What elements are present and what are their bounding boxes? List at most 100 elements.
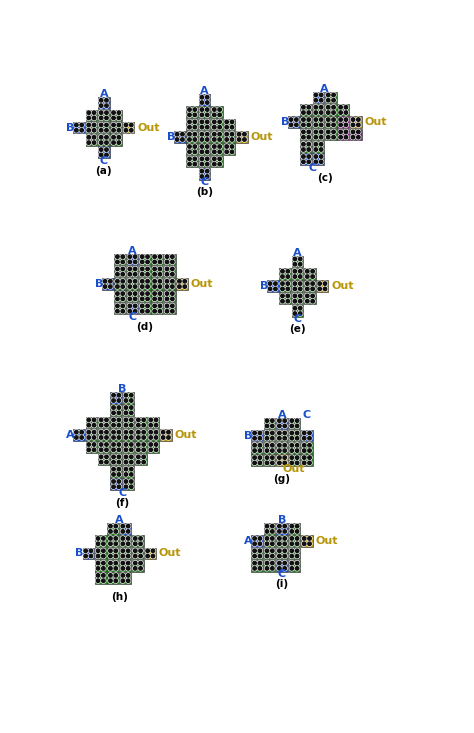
Circle shape (280, 274, 285, 279)
Circle shape (124, 406, 128, 409)
Circle shape (338, 122, 343, 128)
Circle shape (193, 108, 197, 111)
Circle shape (126, 553, 130, 559)
Circle shape (301, 148, 305, 151)
Circle shape (96, 549, 100, 553)
Circle shape (155, 436, 158, 439)
Bar (98, 454, 109, 465)
Circle shape (314, 93, 318, 97)
Circle shape (87, 123, 91, 127)
Circle shape (117, 460, 121, 465)
Circle shape (314, 106, 318, 109)
Bar (147, 429, 159, 441)
Circle shape (253, 537, 256, 540)
Circle shape (264, 443, 269, 448)
Circle shape (237, 138, 241, 141)
Bar (279, 268, 291, 280)
Circle shape (124, 399, 128, 402)
Circle shape (170, 279, 175, 284)
Circle shape (327, 130, 330, 133)
Circle shape (111, 485, 116, 489)
Bar (292, 305, 303, 317)
Circle shape (283, 419, 286, 422)
Circle shape (105, 141, 108, 144)
Circle shape (124, 472, 128, 476)
Circle shape (306, 160, 311, 164)
Circle shape (133, 254, 137, 259)
Circle shape (101, 566, 106, 571)
Circle shape (283, 431, 286, 435)
Circle shape (133, 536, 137, 541)
Circle shape (80, 123, 83, 127)
Circle shape (114, 574, 118, 577)
Bar (199, 119, 210, 130)
Circle shape (230, 119, 234, 124)
Circle shape (193, 125, 197, 129)
Circle shape (133, 292, 137, 295)
Circle shape (192, 162, 197, 166)
Circle shape (124, 479, 128, 483)
Circle shape (295, 456, 299, 460)
Circle shape (339, 111, 342, 114)
Circle shape (258, 443, 262, 447)
Circle shape (200, 133, 204, 136)
Circle shape (140, 285, 144, 288)
Circle shape (200, 145, 204, 148)
Bar (224, 131, 235, 143)
Circle shape (253, 456, 256, 460)
Circle shape (128, 254, 132, 259)
Circle shape (140, 255, 144, 258)
Bar (236, 131, 247, 143)
Circle shape (331, 92, 336, 97)
Circle shape (218, 150, 221, 154)
Circle shape (92, 435, 96, 440)
Circle shape (114, 549, 118, 553)
Circle shape (158, 304, 162, 308)
Circle shape (344, 105, 348, 110)
Circle shape (344, 123, 348, 127)
Circle shape (306, 147, 311, 152)
Circle shape (124, 122, 128, 128)
Circle shape (313, 130, 318, 134)
Circle shape (139, 567, 142, 570)
Circle shape (111, 135, 116, 139)
Circle shape (257, 460, 262, 465)
Circle shape (319, 130, 324, 134)
Circle shape (314, 123, 318, 127)
Circle shape (117, 424, 120, 427)
Bar (164, 254, 175, 265)
Circle shape (200, 150, 204, 154)
Circle shape (327, 98, 330, 102)
Circle shape (326, 130, 330, 134)
Circle shape (121, 574, 125, 577)
Circle shape (155, 424, 158, 427)
Circle shape (283, 537, 286, 540)
Bar (279, 292, 291, 304)
Circle shape (307, 155, 310, 158)
Circle shape (146, 553, 150, 559)
Circle shape (298, 269, 302, 273)
Circle shape (277, 536, 282, 541)
Circle shape (258, 537, 262, 540)
Circle shape (351, 135, 356, 139)
Circle shape (108, 536, 113, 541)
Bar (211, 119, 223, 130)
Circle shape (271, 542, 274, 545)
Text: (a): (a) (95, 166, 112, 176)
Circle shape (155, 448, 158, 452)
Circle shape (295, 529, 300, 534)
Circle shape (87, 436, 91, 439)
Circle shape (257, 443, 262, 448)
Circle shape (108, 279, 113, 284)
Circle shape (278, 561, 281, 565)
Circle shape (117, 485, 120, 488)
Circle shape (258, 554, 262, 558)
Bar (110, 466, 122, 478)
Circle shape (193, 150, 197, 154)
Bar (120, 560, 131, 572)
Circle shape (351, 136, 355, 139)
Circle shape (104, 460, 109, 465)
Bar (152, 278, 163, 290)
Circle shape (129, 418, 133, 421)
Circle shape (121, 255, 125, 258)
